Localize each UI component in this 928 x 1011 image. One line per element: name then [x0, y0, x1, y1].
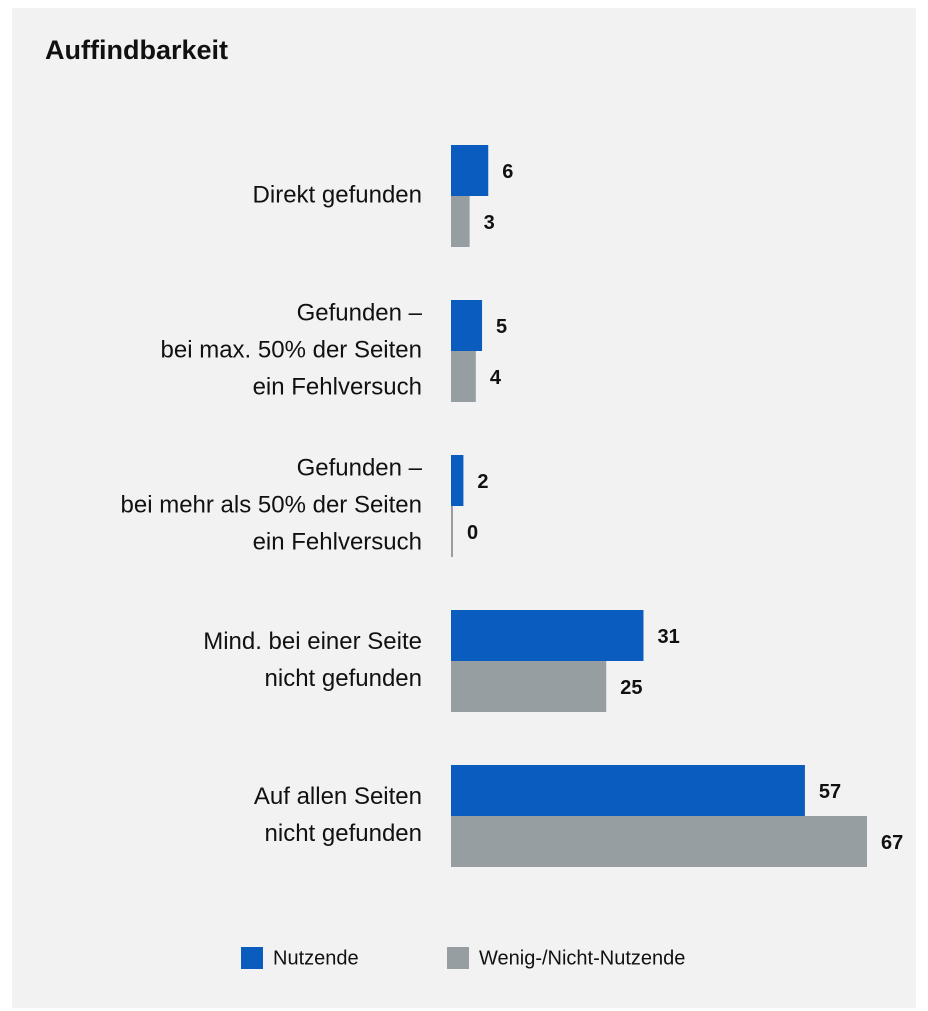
value-label: 6	[502, 161, 513, 183]
bar	[451, 765, 805, 816]
category-label: Direkt gefunden	[253, 181, 422, 208]
category-label: Auf allen Seiten	[254, 783, 422, 810]
value-label: 57	[819, 781, 841, 803]
legend-swatch	[241, 947, 263, 969]
legend-label: Nutzende	[273, 947, 359, 969]
value-label: 3	[484, 212, 495, 234]
bar	[451, 816, 867, 867]
category-label: bei max. 50% der Seiten	[161, 336, 422, 363]
value-label: 67	[881, 832, 903, 854]
category-label: Gefunden –	[297, 454, 423, 481]
value-label: 25	[620, 677, 642, 699]
chart-title: Auffindbarkeit	[45, 35, 228, 65]
category-label: ein Fehlversuch	[253, 373, 422, 400]
category-label: nicht gefunden	[265, 820, 422, 847]
value-label: 4	[490, 367, 502, 389]
category-label: nicht gefunden	[265, 665, 422, 692]
bar	[451, 351, 476, 402]
category-label: Gefunden –	[297, 299, 423, 326]
value-label: 2	[477, 471, 488, 493]
category-label: ein Fehlversuch	[253, 528, 422, 555]
category-label: bei mehr als 50% der Seiten	[121, 491, 423, 518]
value-label: 5	[496, 316, 507, 338]
category-label: Mind. bei einer Seite	[203, 628, 422, 655]
bar	[451, 661, 607, 712]
legend-label: Wenig-/Nicht-Nutzende	[479, 947, 685, 969]
value-label: 31	[657, 626, 679, 648]
legend-swatch	[447, 947, 469, 969]
bar	[451, 455, 464, 506]
bar	[451, 145, 489, 196]
bar	[451, 506, 453, 557]
bar	[451, 300, 483, 351]
bar	[451, 610, 644, 661]
value-label: 0	[467, 522, 478, 544]
bar	[451, 196, 470, 247]
